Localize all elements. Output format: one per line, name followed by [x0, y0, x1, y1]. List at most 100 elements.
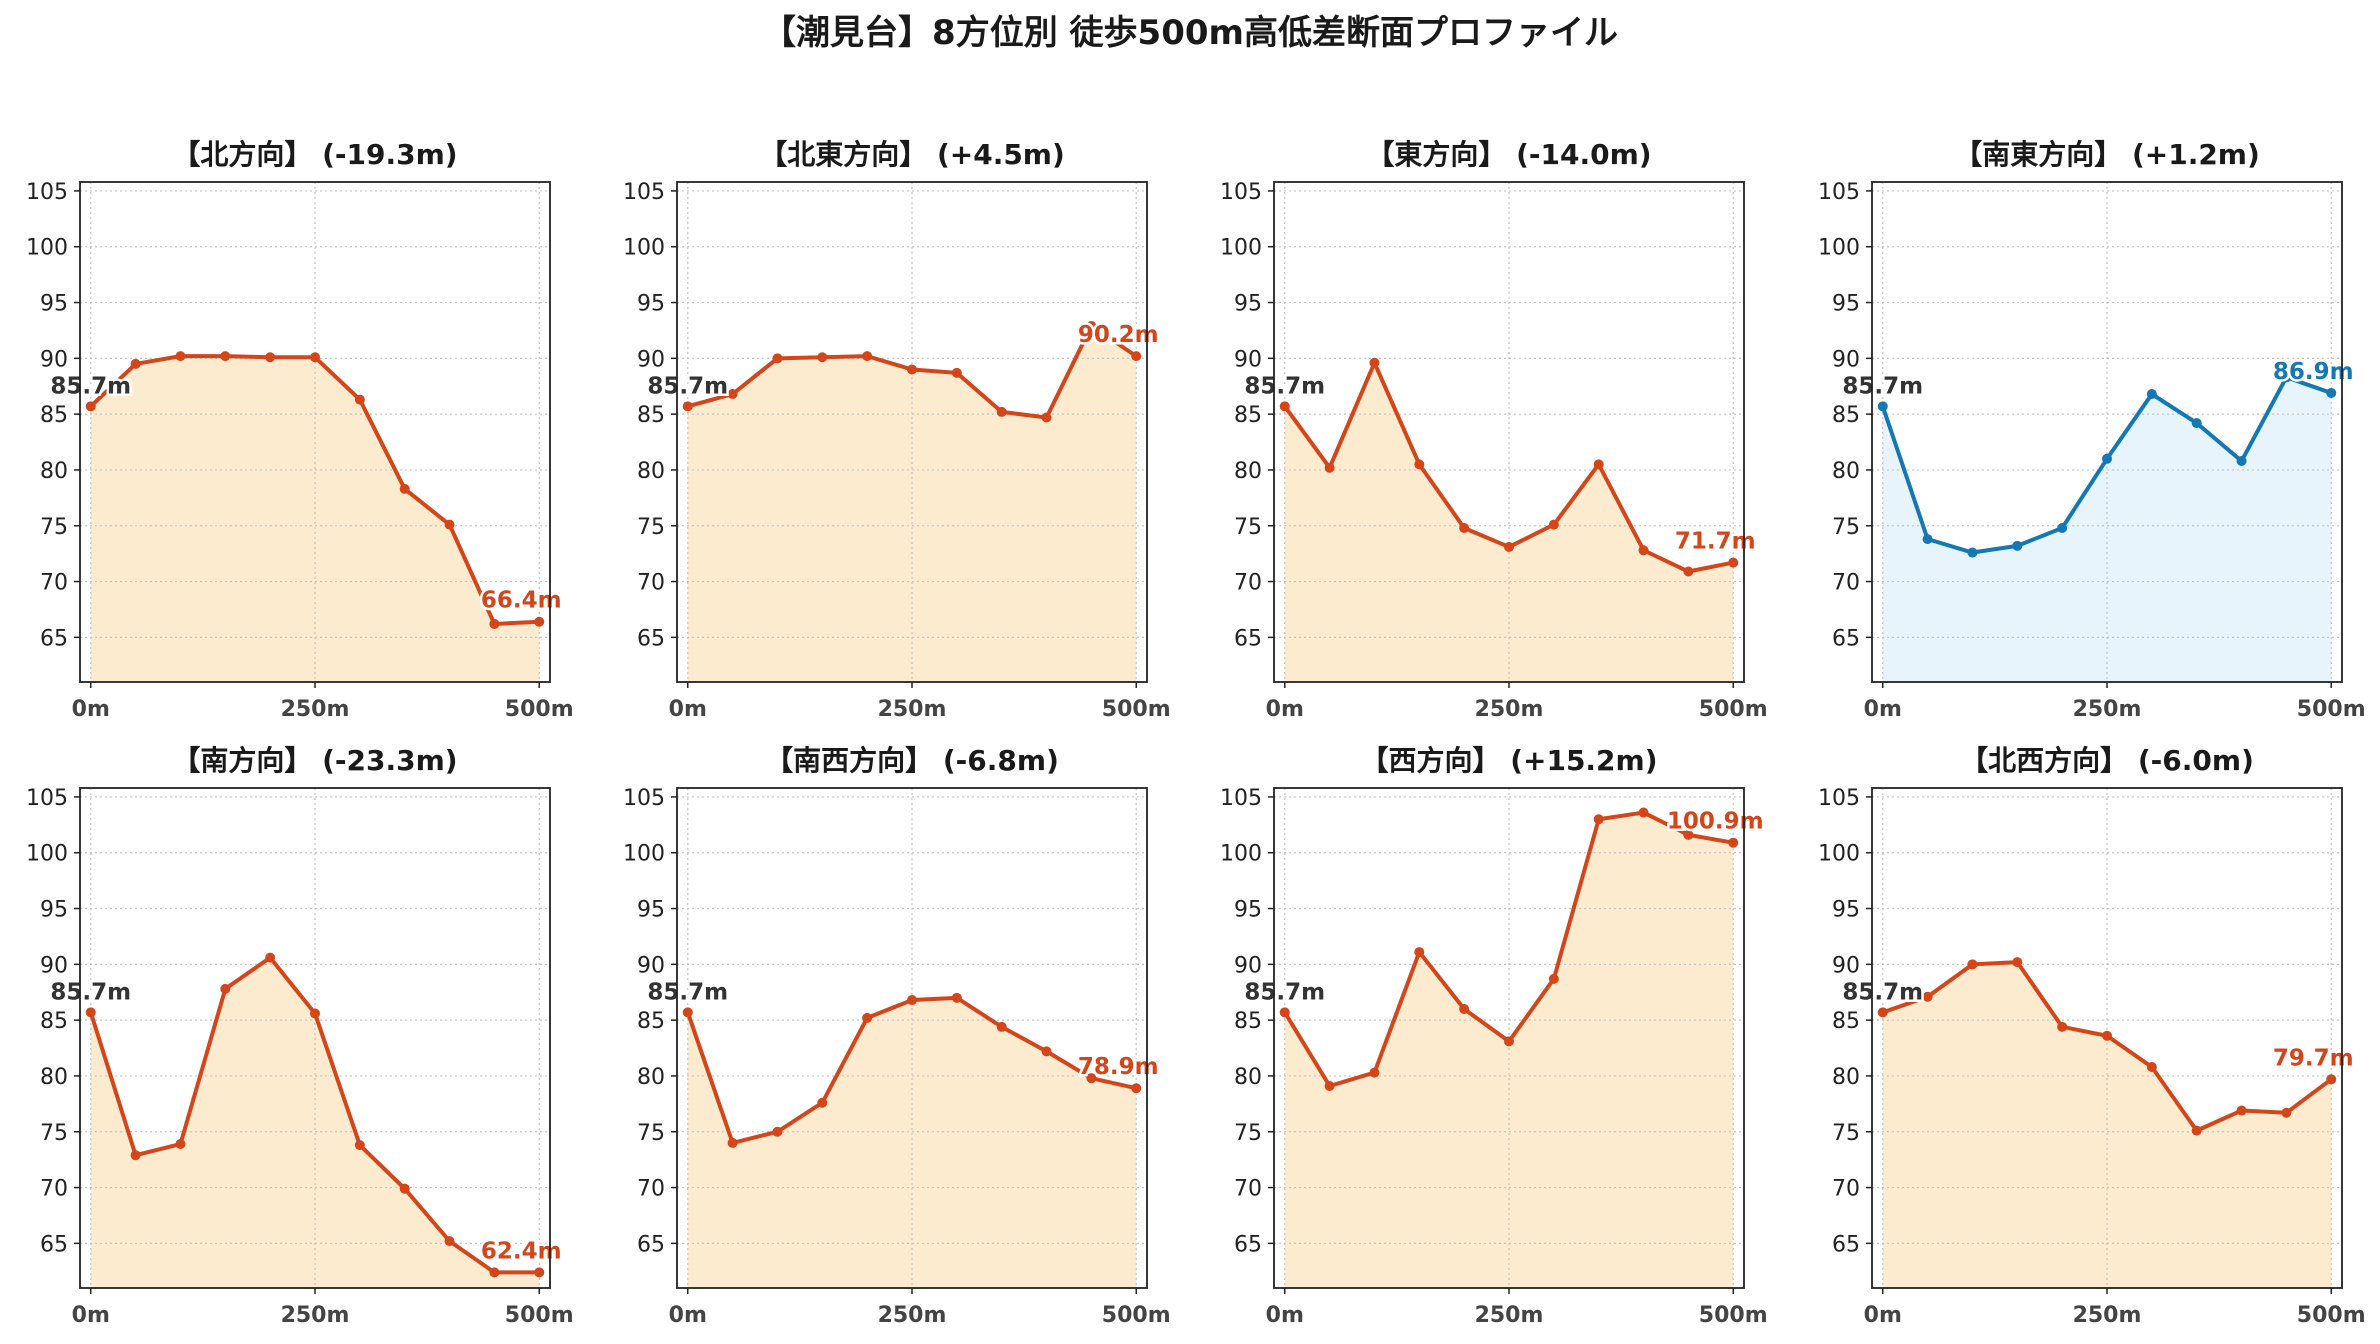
y-tick-label: 65: [40, 1232, 68, 1257]
y-tick-label: 85: [40, 403, 68, 428]
start-label: 85.7m: [647, 373, 728, 399]
y-tick-label: 95: [1234, 292, 1262, 317]
data-point: [85, 1007, 96, 1018]
data-point: [1131, 1083, 1142, 1094]
plot-frame: [79, 181, 551, 683]
area-fill: [1284, 362, 1734, 682]
y-tick-label: 85: [1832, 403, 1860, 428]
data-point: [682, 401, 693, 412]
data-point: [1279, 401, 1290, 412]
data-point: [727, 389, 738, 400]
y-tick-label: 65: [1832, 626, 1860, 651]
x-tick-label: 500m: [1102, 697, 1171, 722]
subplot-7: 65 70 75 80 85 90 95 100 105 0m 250m 500m 85.7m 100.9…: [1220, 744, 1768, 1328]
y-tick-label: 90: [1234, 953, 1262, 978]
data-point: [1041, 412, 1052, 423]
y-tick-label: 75: [1832, 1121, 1860, 1146]
data-point: [1504, 1036, 1514, 1047]
data-point: [130, 1150, 141, 1161]
data-point: [1041, 1046, 1052, 1057]
data-point: [1922, 534, 1933, 545]
y-tick-label: 80: [40, 459, 68, 484]
data-point: [996, 406, 1007, 417]
data-point: [2102, 1030, 2112, 1041]
plot-frame: [676, 787, 1148, 1289]
data-point: [907, 995, 917, 1006]
y-tick-label: 90: [637, 953, 665, 978]
data-point: [1369, 357, 1380, 368]
x-tick-label: 0m: [72, 697, 110, 722]
subplot-title: 【南西方向】 (-6.8m): [765, 744, 1059, 777]
y-tick-label: 95: [40, 292, 68, 317]
data-point: [951, 367, 962, 378]
data-point: [2057, 1021, 2068, 1032]
x-tick-label: 0m: [1864, 697, 1902, 722]
data-point: [444, 519, 455, 530]
data-point: [265, 952, 276, 963]
data-point: [2236, 1105, 2247, 1116]
y-tick-label: 65: [1234, 626, 1262, 651]
data-point: [1324, 1080, 1335, 1091]
data-point: [399, 1183, 410, 1194]
y-tick-label: 95: [1832, 898, 1860, 923]
data-point: [1548, 973, 1559, 984]
y-tick-label: 105: [1220, 180, 1262, 205]
y-tick-label: 100: [1220, 842, 1262, 867]
data-point: [2012, 957, 2023, 968]
data-point: [175, 1139, 186, 1150]
y-tick-label: 100: [623, 236, 665, 261]
y-tick-label: 95: [1234, 898, 1262, 923]
x-tick-label: 500m: [1699, 1303, 1768, 1328]
y-tick-label: 105: [623, 180, 665, 205]
data-point: [1877, 1007, 1888, 1018]
data-point: [817, 352, 828, 363]
data-point: [1683, 829, 1694, 840]
data-point: [1459, 522, 1470, 533]
x-tick-label: 0m: [1864, 1303, 1902, 1328]
data-point: [1369, 1067, 1380, 1078]
y-tick-label: 95: [637, 898, 665, 923]
data-point: [2191, 1125, 2202, 1136]
data-point: [1728, 837, 1739, 848]
data-point: [220, 983, 231, 994]
data-point: [220, 351, 231, 362]
data-point: [1728, 557, 1739, 568]
x-tick-label: 250m: [878, 697, 947, 722]
data-point: [1683, 566, 1694, 577]
y-tick-label: 100: [1220, 236, 1262, 261]
data-point: [1638, 807, 1649, 818]
end-label: 100.9m: [1667, 809, 1764, 835]
x-tick-label: 250m: [281, 1303, 350, 1328]
data-point: [2191, 418, 2202, 429]
plot-frame: [79, 787, 551, 1289]
y-tick-label: 75: [637, 515, 665, 540]
data-point: [1131, 351, 1142, 362]
x-tick-label: 500m: [2297, 697, 2366, 722]
subplot-title: 【南方向】 (-23.3m): [172, 744, 457, 777]
y-tick-label: 90: [637, 347, 665, 372]
data-point: [1414, 459, 1425, 470]
data-point: [2057, 522, 2068, 533]
y-tick-label: 80: [637, 1065, 665, 1090]
plot-frame: [676, 181, 1148, 683]
start-label: 85.7m: [1842, 373, 1923, 399]
data-point: [1593, 459, 1604, 470]
area-fill: [1882, 377, 2332, 682]
data-point: [1279, 1007, 1290, 1018]
x-tick-label: 500m: [1102, 1303, 1171, 1328]
y-tick-label: 85: [1234, 1009, 1262, 1034]
data-point: [1638, 545, 1649, 556]
data-point: [354, 394, 365, 405]
start-label: 85.7m: [1244, 373, 1325, 399]
y-tick-label: 105: [26, 180, 68, 205]
figure-title: 【潮見台】8方位別 徒歩500m高低差断面プロファイル: [762, 13, 1618, 53]
plot-frame: [1871, 181, 2343, 683]
data-point: [2012, 540, 2023, 551]
data-point: [310, 352, 320, 363]
data-point: [1593, 814, 1604, 825]
y-tick-label: 80: [1234, 1065, 1262, 1090]
y-tick-label: 75: [40, 515, 68, 540]
